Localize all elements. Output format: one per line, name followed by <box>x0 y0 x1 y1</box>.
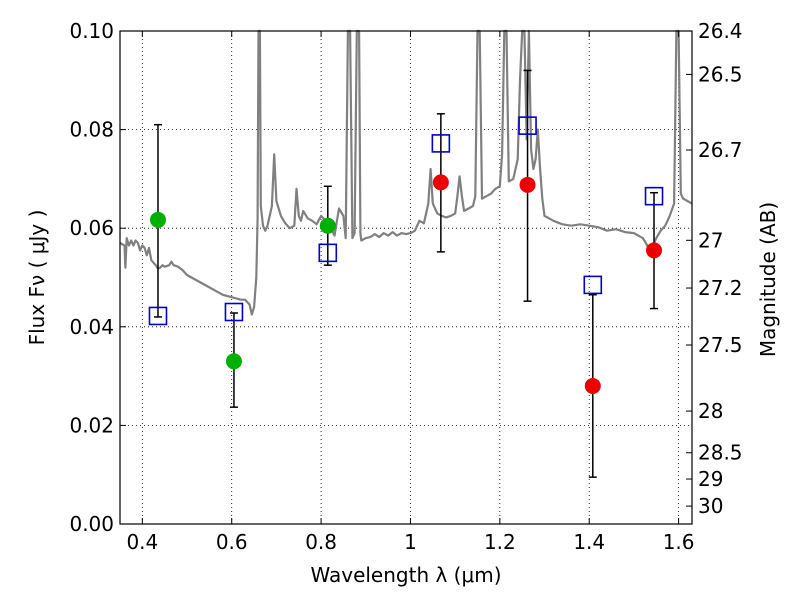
model-square-point <box>644 186 664 206</box>
y2-tick-label: 28 <box>698 399 723 423</box>
y2-tick-label: 27 <box>698 228 723 252</box>
observed-point <box>319 217 336 234</box>
y2-tick-label: 27.5 <box>698 333 743 357</box>
y-tick-label: 0.10 <box>69 19 114 43</box>
y-tick-label: 0.06 <box>69 216 114 240</box>
y2-tick-label: 26.7 <box>698 138 743 162</box>
x-tick-label: 1.2 <box>484 530 516 554</box>
model-square-point <box>431 134 451 153</box>
x-tick-label: 1.6 <box>663 530 695 554</box>
observed-point <box>149 211 166 228</box>
observed-point <box>225 353 242 370</box>
tick-layer: 0.4 0.6 0.8 1 1.2 1.4 1.6 0.00 0.02 0.04 0.06 0.08 0… <box>69 19 742 554</box>
y2-tick-label: 29 <box>698 467 723 491</box>
observed-point <box>584 377 601 394</box>
y-tick-label: 0.02 <box>69 413 114 437</box>
y2-tick-label: 28.5 <box>698 441 743 465</box>
x-tick-label: 0.8 <box>305 530 337 554</box>
y-axis-title: Flux Fν ( μJy ) <box>25 210 49 346</box>
model-square-point <box>224 302 244 322</box>
spectrum-line <box>119 29 693 316</box>
x-axis-title: Wavelength λ (μm) <box>310 563 501 587</box>
x-tick-label: 1 <box>404 530 417 554</box>
observed-point <box>432 174 449 191</box>
observed-point <box>519 176 536 193</box>
x-tick-label: 1.4 <box>573 530 605 554</box>
model-square-point <box>318 243 338 263</box>
y-tick-label: 0.00 <box>69 512 114 536</box>
y-tick-label: 0.08 <box>69 118 114 142</box>
y2-axis-title: Magnitude (AB) <box>756 202 780 357</box>
model-square-point <box>148 306 168 326</box>
y2-tick-label: 26.5 <box>698 62 743 86</box>
errorbar-layer <box>153 69 659 478</box>
y2-tick-label: 26.4 <box>698 19 743 43</box>
spectrum-layer <box>119 29 693 316</box>
grid <box>120 30 692 525</box>
marker-layer <box>148 116 664 394</box>
model-square-point <box>518 116 537 135</box>
y2-tick-label: 27.2 <box>698 276 743 300</box>
plot-frame <box>119 30 693 525</box>
x-tick-label: 0.4 <box>126 530 158 554</box>
y-tick-label: 0.04 <box>69 315 114 339</box>
y2-tick-label: 30 <box>698 494 723 518</box>
model-square-point <box>583 275 603 295</box>
observed-point <box>646 242 663 259</box>
x-tick-label: 0.6 <box>216 530 248 554</box>
